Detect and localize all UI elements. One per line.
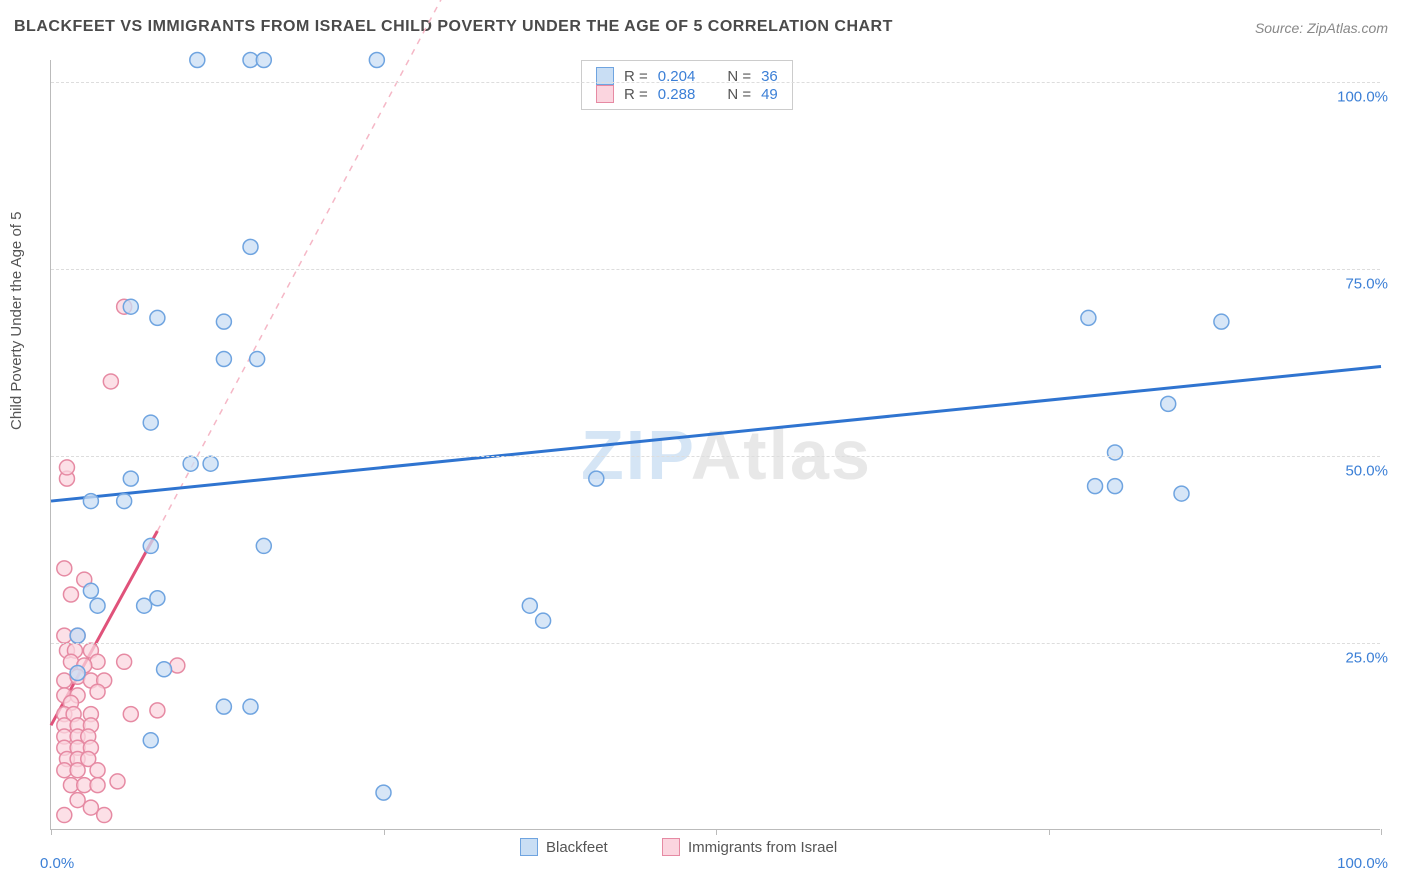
y-axis-label: Child Poverty Under the Age of 5 [8, 212, 25, 430]
legend-swatch [662, 838, 680, 856]
legend-series-label: Immigrants from Israel [688, 839, 837, 856]
x-tick [384, 829, 385, 835]
legend-series: Immigrants from Israel [662, 838, 837, 856]
x-axis-min-label: 0.0% [40, 855, 74, 872]
plot-svg [51, 60, 1380, 829]
x-tick [51, 829, 52, 835]
x-tick [716, 829, 717, 835]
y-tick-label: 75.0% [1345, 276, 1388, 293]
plot-area: ZIPAtlas R =0.204N =36R =0.288N =49 [50, 60, 1380, 830]
gridline [51, 456, 1380, 457]
gridline [51, 82, 1380, 83]
y-tick-label: 25.0% [1345, 650, 1388, 667]
chart-title: BLACKFEET VS IMMIGRANTS FROM ISRAEL CHIL… [14, 18, 893, 36]
gridline [51, 269, 1380, 270]
legend-series: Blackfeet [520, 838, 608, 856]
y-tick-label: 100.0% [1337, 89, 1388, 106]
x-axis-max-label: 100.0% [1337, 855, 1388, 872]
legend-swatch [520, 838, 538, 856]
gridline [51, 643, 1380, 644]
x-tick [1381, 829, 1382, 835]
legend-correlation-row: R = 0.288 N = 49 [596, 85, 778, 103]
legend-n-value: 49 [761, 86, 778, 103]
source-label: Source: ZipAtlas.com [1255, 20, 1388, 36]
legend-swatch [596, 85, 614, 103]
y-tick-label: 50.0% [1345, 463, 1388, 480]
chart-container: BLACKFEET VS IMMIGRANTS FROM ISRAEL CHIL… [0, 0, 1406, 892]
legend-correlation: R =0.204N =36R =0.288N =49 [581, 60, 793, 110]
legend-r-value: 0.288 [658, 86, 696, 103]
legend-n-label: N = [727, 86, 751, 103]
legend-r-label: R = [624, 86, 648, 103]
x-tick [1049, 829, 1050, 835]
legend-series-label: Blackfeet [546, 839, 608, 856]
